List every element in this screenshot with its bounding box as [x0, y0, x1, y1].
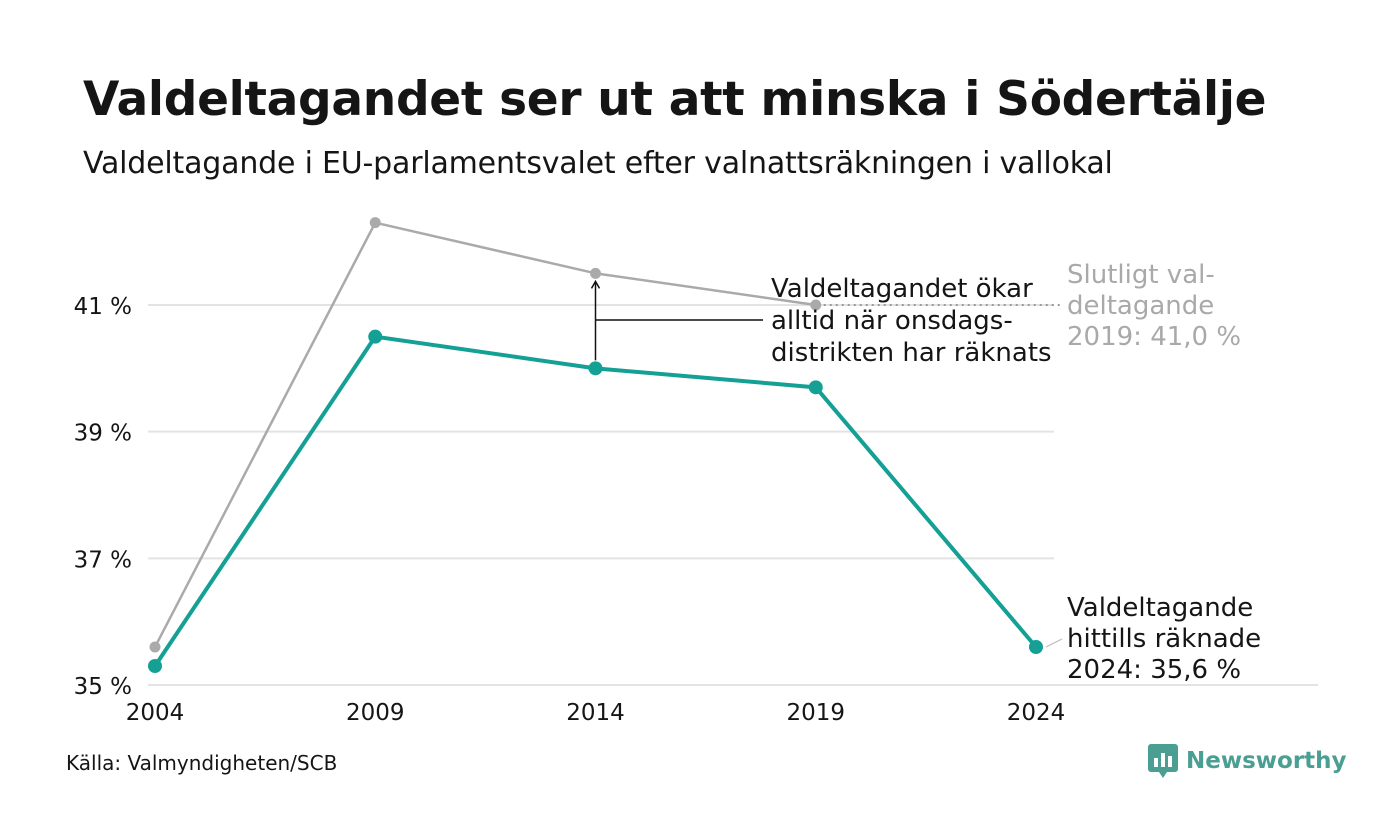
data-point-valnatt — [588, 361, 603, 376]
chart-subtitle: Valdeltagande i EU-parlamentsvalet efter… — [83, 146, 1113, 181]
source-note: Källa: Valmyndigheten/SCB — [66, 751, 338, 775]
x-axis-tick-labels: 2004 2009 2014 2019 2024 — [126, 700, 1066, 726]
x-tick-label: 2019 — [786, 700, 845, 726]
data-point-slutligt — [590, 267, 601, 279]
y-tick-label: 39 % — [74, 421, 132, 447]
annotation-current-line: 2024: 35,6 % — [1067, 655, 1241, 685]
data-point-valnatt — [808, 380, 823, 395]
annotation-final-line: Slutligt val- — [1067, 260, 1215, 290]
y-tick-label: 41 % — [74, 294, 132, 320]
x-tick-label: 2024 — [1007, 700, 1066, 726]
brand-logo[interactable]: Newsworthy — [1148, 744, 1347, 778]
annotation-gap-line: alltid när onsdags- — [771, 306, 1013, 336]
data-point-slutligt — [369, 217, 381, 229]
series-layer — [148, 217, 1043, 673]
annotation-current-line: Valdeltagande — [1067, 593, 1253, 623]
data-point-slutligt — [810, 299, 822, 311]
x-tick-label: 2009 — [346, 700, 405, 726]
annotation-final-line: 2019: 41,0 % — [1067, 322, 1241, 352]
y-axis-tick-labels: 35 % 37 % 39 % 41 % — [74, 294, 132, 700]
annotation-gap-line: Valdeltagandet ökar — [771, 274, 1033, 304]
data-point-valnatt — [1029, 640, 1043, 654]
brand-name: Newsworthy — [1186, 748, 1347, 774]
annotation-final-line: deltagande — [1067, 291, 1214, 321]
series-line-slutligt — [153, 221, 817, 649]
chart-title: Valdeltagandet ser ut att minska i Söder… — [83, 72, 1267, 127]
annotation-gap-line: distrikten har räknats — [771, 338, 1052, 368]
y-tick-label: 35 % — [74, 674, 132, 700]
x-tick-label: 2004 — [126, 700, 185, 726]
newsworthy-logo-icon — [1148, 744, 1178, 778]
y-tick-label: 37 % — [74, 547, 132, 573]
gap-arrow-head — [590, 279, 601, 289]
current-leader — [1045, 638, 1063, 648]
annotation-current-line: hittills räknade — [1067, 624, 1261, 654]
x-tick-label: 2014 — [566, 700, 625, 726]
data-point-slutligt — [149, 641, 161, 653]
series-line-valnatt — [153, 334, 1038, 668]
data-point-valnatt — [368, 329, 383, 344]
data-point-valnatt — [148, 659, 162, 673]
